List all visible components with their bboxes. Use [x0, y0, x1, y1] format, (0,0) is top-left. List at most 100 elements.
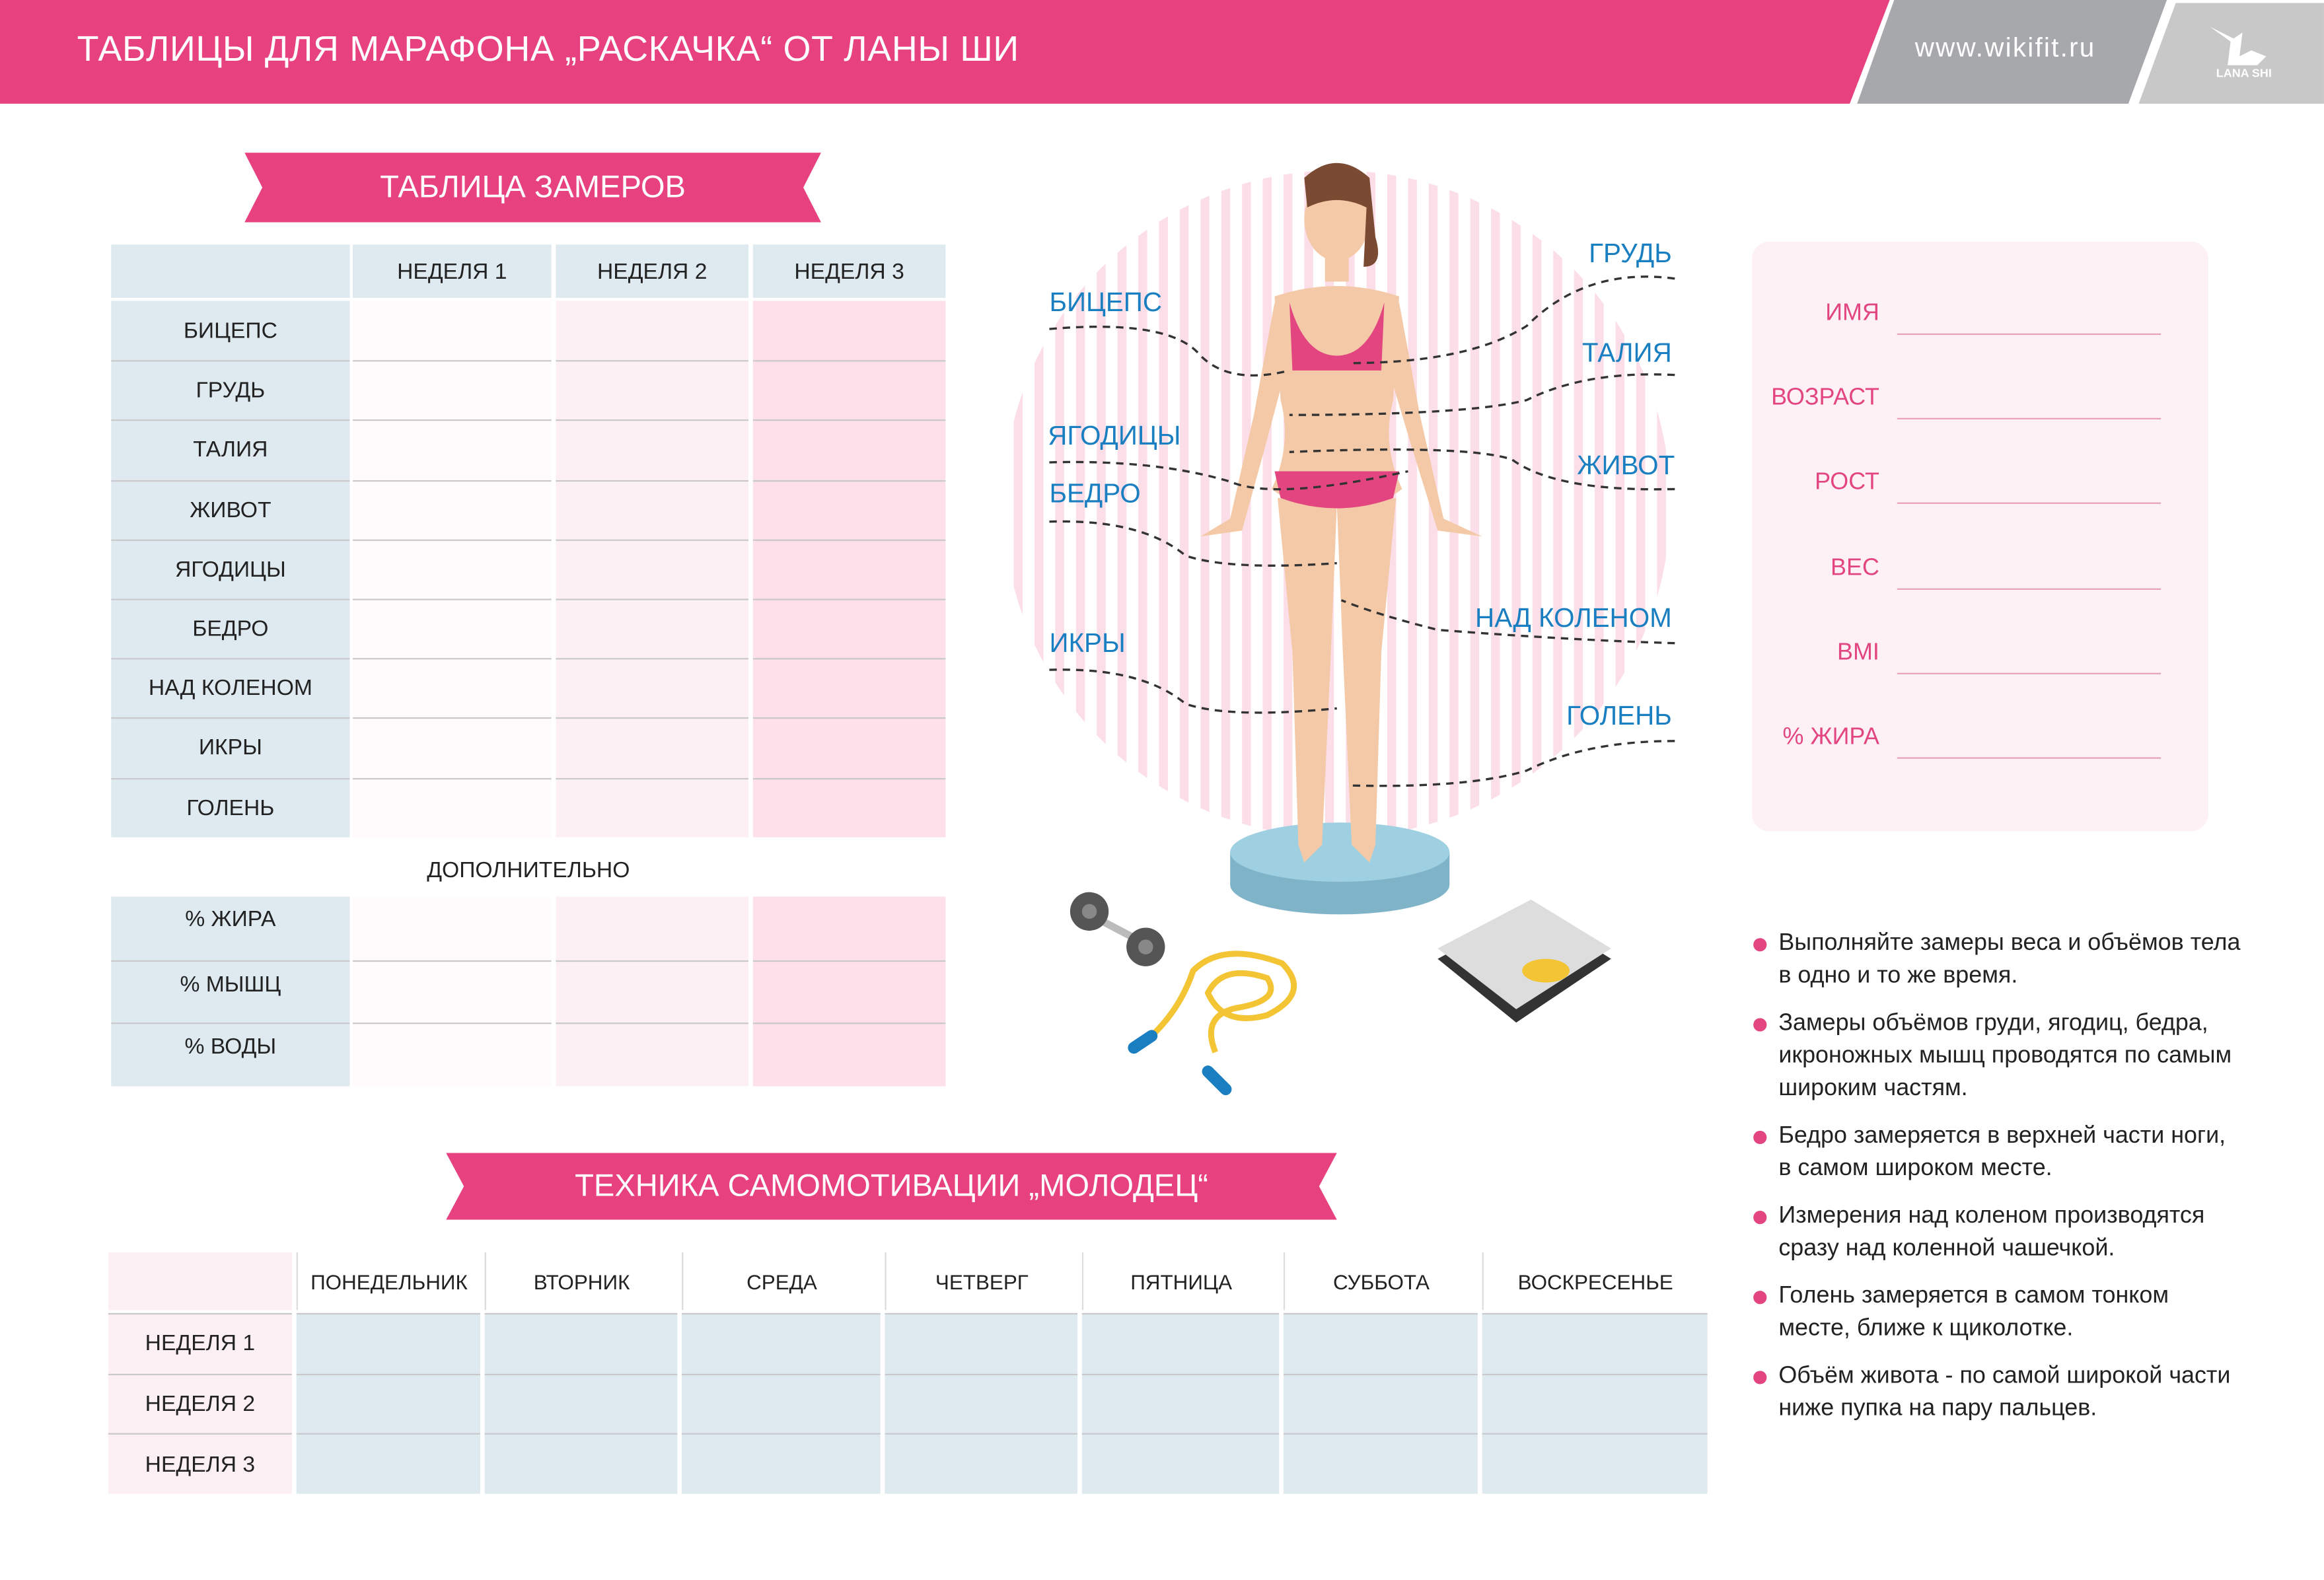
- row-label: ГОЛЕНЬ: [111, 777, 350, 838]
- body-illustration: [1003, 162, 1675, 915]
- bullet-dot-icon: [1753, 1130, 1767, 1145]
- measurement-cell[interactable]: [352, 539, 552, 599]
- motivation-cell[interactable]: [484, 1373, 678, 1434]
- motivation-cell[interactable]: [1482, 1373, 1708, 1434]
- motivation-cell[interactable]: [682, 1433, 881, 1494]
- extra-cell[interactable]: [352, 960, 552, 1023]
- motivation-cell[interactable]: [296, 1433, 480, 1494]
- measurement-cell[interactable]: [352, 777, 552, 838]
- column-header: НЕДЕЛЯ 1: [352, 244, 552, 298]
- extra-cell[interactable]: [752, 1023, 946, 1087]
- motivation-cell[interactable]: [484, 1433, 678, 1494]
- lana-shi-logo: LANA SHI: [2210, 26, 2272, 80]
- extra-row-label: % ЖИРА: [111, 896, 350, 960]
- measurement-cell[interactable]: [352, 480, 552, 540]
- measurement-cell[interactable]: [556, 658, 749, 718]
- motivation-cell[interactable]: [296, 1312, 480, 1374]
- week-label: НЕДЕЛЯ 3: [108, 1433, 292, 1494]
- info-input-line[interactable]: [1897, 501, 2161, 505]
- measurement-cell[interactable]: [556, 301, 749, 361]
- extra-cell[interactable]: [556, 1023, 749, 1087]
- motivation-title: ТЕХНИКА САМОМОТИВАЦИИ „МОЛОДЕЦ“: [575, 1168, 1208, 1203]
- info-input-line[interactable]: [1897, 756, 2161, 759]
- measurement-cell[interactable]: [556, 717, 749, 777]
- motivation-cell[interactable]: [1283, 1312, 1478, 1374]
- extra-cell[interactable]: [556, 896, 749, 960]
- extra-cell[interactable]: [752, 960, 946, 1023]
- ribbon-motivation: [446, 1153, 1337, 1220]
- tips-list: Выполняйте замеры веса и объёмов тела в …: [1753, 927, 2242, 1425]
- measurement-cell[interactable]: [556, 419, 749, 480]
- bullet-dot-icon: [1753, 938, 1767, 952]
- info-input-line[interactable]: [1897, 332, 2161, 336]
- row-label: БИЦЕПС: [111, 301, 350, 361]
- extra-cell[interactable]: [352, 896, 552, 960]
- measurement-cell[interactable]: [752, 777, 946, 838]
- day-header: ВОСКРЕСЕНЬЕ: [1482, 1252, 1708, 1311]
- measurement-cell[interactable]: [752, 360, 946, 420]
- tip-text: Объём живота - по самой широкой части ни…: [1778, 1363, 2231, 1421]
- motivation-cell[interactable]: [885, 1312, 1078, 1374]
- body-label-thigh: БЕДРО: [1049, 478, 1141, 509]
- measurement-cell[interactable]: [556, 539, 749, 599]
- bullet-dot-icon: [1753, 1018, 1767, 1032]
- motivation-cell[interactable]: [682, 1373, 881, 1434]
- info-label: BMI: [1837, 639, 1879, 665]
- column-header: НЕДЕЛЯ 2: [556, 244, 749, 298]
- measurement-cell[interactable]: [556, 480, 749, 540]
- measurement-cell[interactable]: [352, 598, 552, 659]
- measurement-cell[interactable]: [556, 777, 749, 838]
- header-bar: [0, 0, 2324, 104]
- info-input-line[interactable]: [1897, 417, 2161, 420]
- week-label: НЕДЕЛЯ 2: [108, 1373, 292, 1434]
- body-label-chest: ГРУДЬ: [1589, 238, 1672, 269]
- scale-icon: [1437, 899, 1611, 1023]
- body-label-belly: ЖИВОТ: [1577, 450, 1675, 480]
- measurement-cell[interactable]: [352, 717, 552, 777]
- svg-text:LANA SHI: LANA SHI: [2216, 67, 2272, 80]
- personal-info-panel: [1751, 241, 2208, 832]
- motivation-cell[interactable]: [1283, 1373, 1478, 1434]
- bullet-dot-icon: [1753, 1291, 1767, 1305]
- info-input-line[interactable]: [1897, 671, 2161, 674]
- motivation-cell[interactable]: [1482, 1312, 1708, 1374]
- extra-cell[interactable]: [752, 896, 946, 960]
- measurement-cell[interactable]: [752, 480, 946, 540]
- motivation-cell[interactable]: [296, 1373, 480, 1434]
- row-label: НАД КОЛЕНОМ: [111, 658, 350, 718]
- site-link[interactable]: www.wikifit.ru: [1914, 32, 2096, 63]
- extra-cell[interactable]: [352, 1023, 552, 1087]
- measurement-cell[interactable]: [752, 658, 946, 718]
- measurement-cell[interactable]: [752, 539, 946, 599]
- measurement-cell[interactable]: [352, 301, 552, 361]
- motivation-cell[interactable]: [1482, 1433, 1708, 1494]
- info-input-line[interactable]: [1897, 587, 2161, 590]
- measurement-cell[interactable]: [752, 419, 946, 480]
- measurement-cell[interactable]: [352, 658, 552, 718]
- motivation-cell[interactable]: [885, 1373, 1078, 1434]
- measurement-cell[interactable]: [752, 301, 946, 361]
- measurement-cell[interactable]: [352, 419, 552, 480]
- motivation-cell[interactable]: [1081, 1433, 1280, 1494]
- motivation-cell[interactable]: [1081, 1312, 1280, 1374]
- extra-cell[interactable]: [556, 960, 749, 1023]
- motivation-cell[interactable]: [1081, 1373, 1280, 1434]
- motivation-cell[interactable]: [1283, 1433, 1478, 1494]
- motivation-cell[interactable]: [682, 1312, 881, 1374]
- tip-item: Измерения над коленом производятся сразу…: [1753, 1200, 2242, 1266]
- measurement-cell[interactable]: [556, 360, 749, 420]
- motivation-cell[interactable]: [484, 1312, 678, 1374]
- week-label: НЕДЕЛЯ 1: [108, 1312, 292, 1374]
- tip-text: Замеры объёмов груди, ягодиц, бедра, икр…: [1778, 1011, 2232, 1101]
- measurement-cell[interactable]: [752, 598, 946, 659]
- motivation-cell[interactable]: [885, 1433, 1078, 1494]
- row-label: ЯГОДИЦЫ: [111, 539, 350, 599]
- day-header: ЧЕТВЕРГ: [885, 1252, 1078, 1311]
- measurement-cell[interactable]: [352, 360, 552, 420]
- measurement-cell[interactable]: [556, 598, 749, 659]
- table-corner: [108, 1252, 292, 1311]
- body-label-shin: ГОЛЕНЬ: [1566, 701, 1672, 731]
- row-label: ИКРЫ: [111, 717, 350, 777]
- ribbon-measurements: [244, 153, 821, 223]
- measurement-cell[interactable]: [752, 717, 946, 777]
